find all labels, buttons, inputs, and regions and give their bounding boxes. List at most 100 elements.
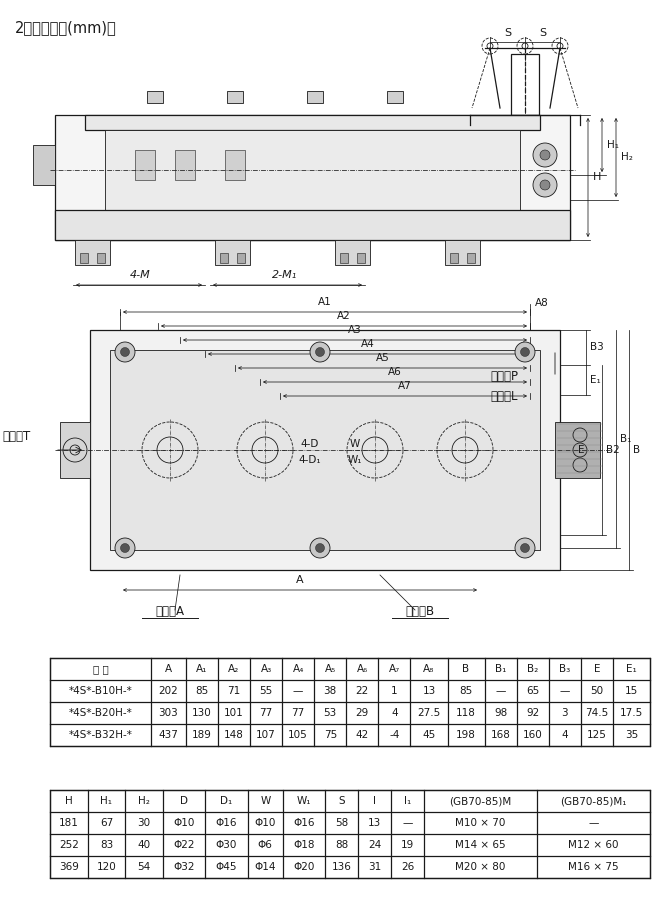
Text: 53: 53 [324, 708, 337, 718]
Text: B₃: B₃ [559, 664, 570, 674]
Text: 工作口A: 工作口A [155, 605, 184, 618]
Text: S: S [338, 796, 345, 806]
Text: M10 × 70: M10 × 70 [456, 818, 506, 828]
Text: S: S [539, 28, 546, 38]
Bar [357, 253, 365, 263]
Text: 4: 4 [391, 708, 398, 718]
Text: Φ16: Φ16 [293, 818, 315, 828]
Text: 4-D₁: 4-D₁ [299, 455, 322, 465]
Bar [445, 240, 480, 265]
Text: 202: 202 [159, 686, 178, 696]
Text: 65: 65 [526, 686, 539, 696]
Text: B: B [462, 664, 470, 674]
Text: H₁: H₁ [100, 796, 113, 806]
Text: 168: 168 [490, 730, 511, 740]
Text: A1: A1 [318, 297, 332, 307]
Bar [147, 91, 163, 103]
Text: Φ22: Φ22 [174, 840, 195, 850]
Text: 31: 31 [368, 862, 381, 872]
Text: S: S [504, 28, 511, 38]
Bar [60, 422, 90, 478]
Bar [387, 91, 403, 103]
Text: 160: 160 [523, 730, 543, 740]
Text: 42: 42 [356, 730, 369, 740]
Text: —: — [588, 818, 599, 828]
Bar [340, 253, 348, 263]
Circle shape [521, 544, 529, 552]
Bar [237, 253, 245, 263]
Text: 107: 107 [256, 730, 276, 740]
Bar [55, 115, 570, 240]
Text: A₆: A₆ [356, 664, 368, 674]
Bar [110, 350, 540, 550]
Text: (GB70-85)M₁: (GB70-85)M₁ [560, 796, 626, 806]
Text: 67: 67 [100, 818, 113, 828]
Text: B₁: B₁ [495, 664, 507, 674]
Text: 工作口B: 工作口B [405, 605, 435, 618]
Text: 4-D: 4-D [301, 439, 319, 449]
Text: E₁: E₁ [626, 664, 637, 674]
Text: I: I [373, 796, 377, 806]
Text: A₅: A₅ [325, 664, 336, 674]
Text: Φ16: Φ16 [216, 818, 237, 828]
Text: 型 号: 型 号 [92, 664, 109, 674]
Text: 75: 75 [324, 730, 337, 740]
Text: A5: A5 [376, 353, 389, 363]
Text: A₂: A₂ [228, 664, 240, 674]
Text: 2-M₁: 2-M₁ [273, 270, 297, 280]
Text: B₁: B₁ [620, 434, 631, 444]
Text: H: H [65, 796, 73, 806]
Circle shape [540, 150, 550, 160]
Text: 13: 13 [422, 686, 436, 696]
Text: —: — [293, 686, 304, 696]
Text: D: D [180, 796, 188, 806]
Text: 40: 40 [137, 840, 151, 850]
Text: 泄油口L: 泄油口L [490, 390, 517, 403]
Text: M16 × 75: M16 × 75 [568, 862, 619, 872]
Text: A₈: A₈ [423, 664, 435, 674]
Circle shape [316, 347, 324, 356]
Text: 92: 92 [526, 708, 539, 718]
Circle shape [316, 544, 324, 552]
Text: 29: 29 [356, 708, 369, 718]
Text: *4S*-B10H-*: *4S*-B10H-* [69, 686, 133, 696]
Circle shape [515, 342, 535, 362]
Bar [511, 54, 539, 115]
Text: H₂: H₂ [621, 153, 633, 163]
Circle shape [521, 347, 529, 356]
Bar [135, 150, 155, 180]
Text: H: H [593, 173, 602, 183]
Text: B2: B2 [606, 445, 620, 455]
Text: 252: 252 [59, 840, 79, 850]
Text: —: — [403, 818, 413, 828]
Text: Φ45: Φ45 [216, 862, 237, 872]
Bar [105, 130, 520, 210]
Text: A3: A3 [348, 325, 362, 335]
Text: A₃: A₃ [261, 664, 271, 674]
Text: *4S*-B20H-*: *4S*-B20H-* [69, 708, 133, 718]
Bar [50, 658, 650, 746]
Bar [75, 240, 110, 265]
Text: 437: 437 [159, 730, 178, 740]
Text: 369: 369 [59, 862, 79, 872]
Text: A4: A4 [360, 339, 375, 349]
Text: Φ32: Φ32 [174, 862, 195, 872]
Circle shape [533, 143, 557, 167]
Text: A₁: A₁ [196, 664, 208, 674]
Text: 13: 13 [368, 818, 381, 828]
Bar [85, 115, 540, 130]
Text: 303: 303 [159, 708, 178, 718]
Text: 85: 85 [460, 686, 472, 696]
Text: 35: 35 [625, 730, 638, 740]
Text: 88: 88 [335, 840, 348, 850]
Text: 85: 85 [195, 686, 208, 696]
Text: 2、板式连接(mm)：: 2、板式连接(mm)： [15, 20, 117, 35]
Text: *4S*-B32H-*: *4S*-B32H-* [69, 730, 133, 740]
Circle shape [515, 538, 535, 558]
Circle shape [115, 342, 135, 362]
Circle shape [310, 342, 330, 362]
Text: 19: 19 [401, 840, 414, 850]
Text: 58: 58 [335, 818, 348, 828]
Text: 回油口T: 回油口T [2, 430, 30, 443]
Bar [33, 145, 55, 185]
